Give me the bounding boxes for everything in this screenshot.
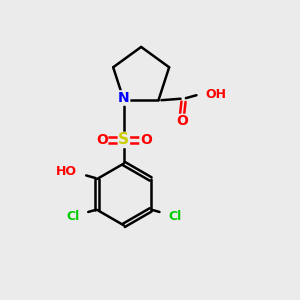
Text: O: O [96, 133, 108, 147]
Text: OH: OH [205, 88, 226, 101]
Text: N: N [118, 91, 130, 105]
Text: Cl: Cl [66, 210, 80, 223]
Text: S: S [118, 133, 129, 148]
Text: Cl: Cl [168, 210, 182, 223]
Text: O: O [140, 133, 152, 147]
Text: HO: HO [56, 165, 77, 178]
Text: O: O [176, 114, 188, 128]
